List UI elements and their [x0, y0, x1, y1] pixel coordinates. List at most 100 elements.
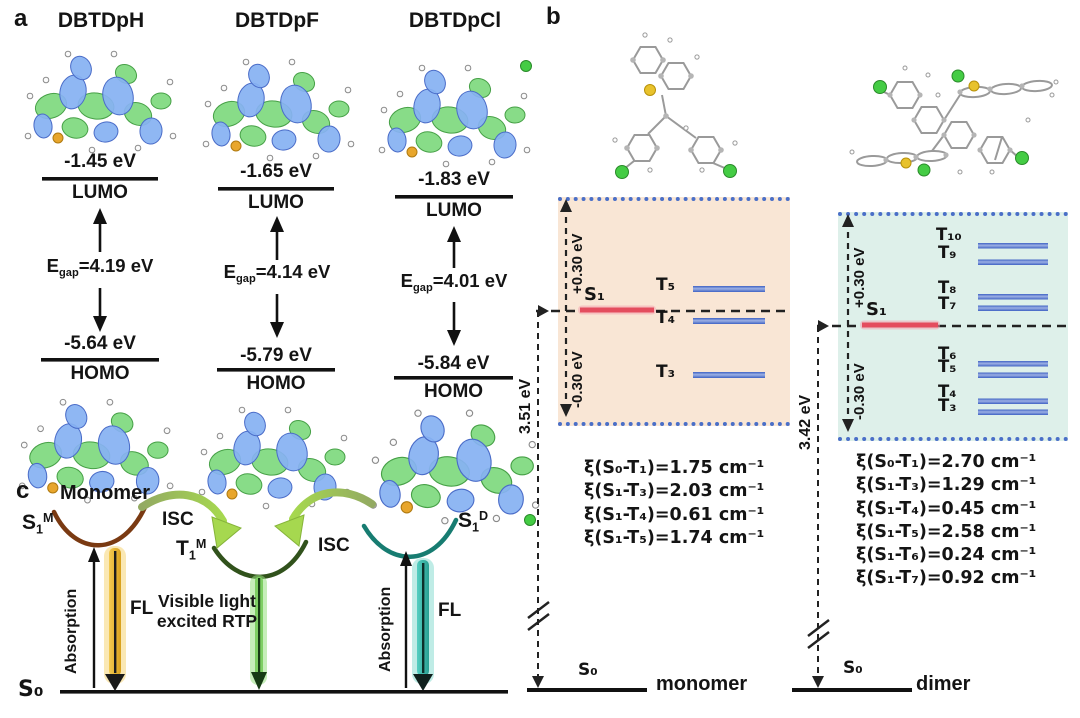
- panel-b-label: b: [546, 3, 561, 30]
- lumo-orbital-image-dbtdph: [24, 50, 177, 154]
- dimer-t7-label: T₇: [938, 294, 957, 313]
- rtp-arrow: [250, 575, 267, 690]
- s1d-curve: [361, 517, 459, 559]
- lumo-orbital-image-dbtdpf: [202, 58, 355, 162]
- t1m-curve: [211, 539, 309, 580]
- dimer-caption: dimer: [916, 673, 971, 695]
- homo-level-line-dbtdph: [41, 358, 159, 362]
- dimer-s1-level: [860, 320, 940, 330]
- dimer-xi-line-6: ξ(S₁-T₇)=0.92 cm⁻¹: [856, 568, 1037, 589]
- absorption-label-monomer: Absorption: [63, 588, 80, 674]
- dimer-soc-values: ξ(S₀-T₁)=2.70 cm⁻¹ ξ(S₁-T₃)=1.29 cm⁻¹ ξ(…: [856, 453, 1036, 593]
- monomer-s1-label: S₁: [584, 284, 605, 305]
- monomer-gap-arrow: [527, 305, 550, 688]
- dimer-xi-line-4: ξ(S₁-T₅)=2.58 cm⁻¹: [856, 521, 1037, 542]
- panel-a-label: a: [14, 5, 28, 32]
- isc-arrow-right: [274, 488, 376, 547]
- molecule-title-dbtdpf: DBTDpF: [235, 9, 319, 32]
- s1m-curve: [51, 502, 149, 548]
- monomer-t4-label: T₄: [656, 308, 676, 328]
- homo-energy-dbtdpcl: -5.84 eV: [417, 353, 490, 374]
- monomer-soc-values: ξ(S₀-T₁)=1.75 cm⁻¹ ξ(S₁-T₃)=2.03 cm⁻¹ ξ(…: [584, 459, 764, 552]
- monomer-heading: Monomer: [60, 482, 150, 504]
- monomer-plus-range-label: +0.30 eV: [569, 233, 586, 294]
- dimer-t8-label: T₈: [938, 278, 957, 297]
- monomer-xi-line-4: ξ(S₁-T₅)=1.74 cm⁻¹: [584, 527, 765, 548]
- monomer-xi-line-1: ξ(S₀-T₁)=1.75 cm⁻¹: [584, 458, 765, 478]
- absorption-arrow-monomer: [88, 547, 100, 688]
- lumo-level-line-dbtdpf: [218, 187, 334, 191]
- dimer-t10-label: T₁₀: [936, 225, 962, 244]
- isc-label-right: ISC: [318, 535, 350, 556]
- dimer-xi-line-1: ξ(S₀-T₁)=2.70 cm⁻¹: [856, 452, 1037, 472]
- egap-label-dbtdpcl: Egap=4.01 eV: [400, 270, 508, 294]
- monomer-ground-line: [527, 688, 647, 692]
- rtp-label: Visible light excited RTP: [156, 591, 258, 632]
- s1-monomer-state-label: S1M: [22, 511, 54, 537]
- monomer-s1-level: [578, 305, 656, 315]
- panel-c-label: c: [16, 477, 30, 504]
- lumo-energy-dbtdpf: -1.65 eV: [240, 161, 312, 182]
- dimer-t9-label: T₉: [938, 243, 957, 262]
- dimer-structure-image: [849, 65, 1059, 177]
- egap-arrowheads: [93, 208, 461, 346]
- dimer-gap-label: 3.42 eV: [797, 394, 814, 450]
- isc-arrow-left: [138, 490, 242, 549]
- homo-label-dbtdpcl: HOMO: [423, 381, 484, 402]
- egap-label-dbtdpf: Egap=4.14 eV: [223, 261, 331, 285]
- egap-arrows: [98, 220, 456, 334]
- monomer-xi-line-3: ξ(S₁-T₄)=0.61 cm⁻¹: [584, 504, 765, 525]
- homo-level-line-dbtdpcl: [394, 376, 513, 380]
- fl-label-monomer: FL: [130, 598, 154, 619]
- ground-state-label: S₀: [18, 677, 44, 702]
- dimer-t5-label: T₅: [938, 357, 957, 376]
- homo-label-dbtdph: HOMO: [70, 363, 130, 384]
- dimer-pm-arrowhead-down: [842, 419, 854, 432]
- egap-label-dbtdph: Egap=4.19 eV: [46, 255, 154, 279]
- dimer-plus-range-label: +0.30 eV: [851, 247, 868, 308]
- absorption-arrow-dimer: [400, 551, 412, 688]
- lumo-label-dbtdpcl: LUMO: [426, 200, 482, 221]
- s1-dimer-state-label: S1D: [458, 509, 489, 535]
- monomer-t5-label: T₅: [656, 275, 676, 295]
- dimer-triplet-levels: [978, 243, 1048, 415]
- molecule-title-dbtdph: DBTDpH: [57, 9, 145, 32]
- dimer-xi-line-2: ξ(S₁-T₃)=1.29 cm⁻¹: [856, 475, 1037, 496]
- lumo-level-line-dbtdpcl: [395, 195, 513, 199]
- homo-energy-dbtdpf: -5.79 eV: [240, 345, 312, 366]
- fl-arrow-dimer: [412, 558, 434, 691]
- homo-orbital-image-dbtdpcl: [369, 409, 540, 526]
- lumo-label-dbtdpf: LUMO: [248, 192, 304, 213]
- dimer-ground-line: [792, 688, 912, 692]
- monomer-pm-arrowhead-down: [560, 404, 572, 417]
- isc-label-left: ISC: [162, 509, 194, 530]
- lumo-orbital-image-dbtdpcl: [378, 60, 532, 168]
- dimer-pm-arrowhead-up: [842, 214, 854, 227]
- homo-energy-dbtdph: -5.64 eV: [64, 333, 136, 354]
- ground-baseline: [60, 690, 508, 694]
- lumo-label-dbtdph: LUMO: [72, 182, 128, 203]
- dimer-s1-label: S₁: [866, 299, 887, 320]
- monomer-ground-label: S₀: [578, 660, 598, 680]
- dimer-xi-line-3: ξ(S₁-T₄)=0.45 cm⁻¹: [856, 498, 1037, 519]
- dimer-t6-label: T₆: [938, 344, 957, 363]
- fl-label-dimer: FL: [438, 600, 462, 621]
- dimer-t4-label: T₄: [938, 382, 957, 401]
- dimer-xi-line-5: ξ(S₁-T₆)=0.24 cm⁻¹: [856, 545, 1037, 566]
- fl-arrow-monomer: [104, 546, 126, 691]
- monomer-minus-range-label: -0.30 eV: [569, 351, 586, 408]
- homo-label-dbtdpf: HOMO: [246, 373, 306, 394]
- monomer-xi-line-2: ξ(S₁-T₃)=2.03 cm⁻¹: [584, 481, 765, 502]
- homo-level-line-dbtdpf: [217, 368, 335, 372]
- molecule-title-dbtdpcl: DBTDpCl: [408, 9, 502, 32]
- absorption-label-dimer: Absorption: [377, 586, 394, 672]
- dimer-ground-label: S₀: [843, 658, 863, 678]
- monomer-t3-label: T₃: [656, 362, 676, 382]
- dimer-gap-arrow: [807, 320, 830, 688]
- lumo-energy-dbtdpcl: -1.83 eV: [418, 169, 490, 190]
- monomer-pm-arrowhead-up: [560, 199, 572, 212]
- monomer-gap-label: 3.51 eV: [517, 378, 534, 434]
- monomer-structure-image: [612, 32, 738, 179]
